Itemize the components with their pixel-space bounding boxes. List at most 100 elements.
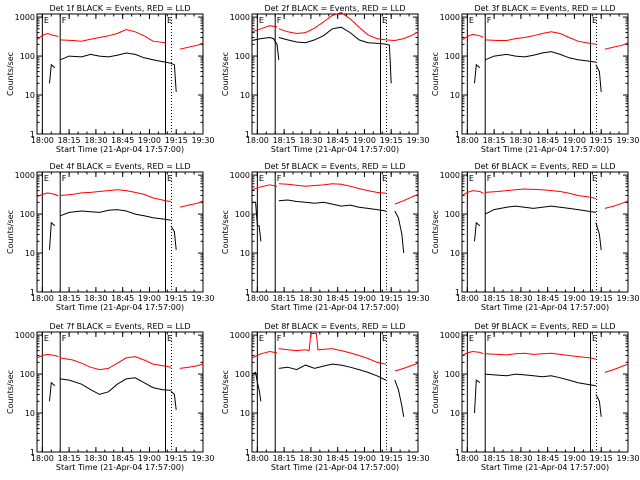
marker-label-e: E xyxy=(167,16,172,25)
x-tick-label: 19:00 xyxy=(138,454,161,463)
x-tick-label: 18:30 xyxy=(509,454,532,463)
marker-label-e: E xyxy=(167,174,172,183)
events-series-segment xyxy=(484,205,596,215)
chart-title: Det 8f BLACK = Events, RED = LLD xyxy=(264,322,405,331)
y-tick-label: 100 xyxy=(20,210,35,219)
marker-label-e: E xyxy=(469,174,474,183)
x-tick-label: 18:45 xyxy=(536,454,559,463)
y-axis-label: Counts/sec xyxy=(6,52,15,96)
plot-frame xyxy=(251,331,419,453)
lld-series-segment xyxy=(394,362,419,372)
events-series-segment xyxy=(474,221,481,242)
events-series-segment xyxy=(170,390,177,410)
y-tick-label: 1000 xyxy=(15,171,35,180)
plot-frame xyxy=(461,331,629,453)
lld-series-segment xyxy=(461,350,484,356)
events-series-segment xyxy=(49,381,56,402)
events-series-segment xyxy=(595,222,602,250)
lld-series-segment xyxy=(461,33,484,41)
y-tick-label: 100 xyxy=(445,370,460,379)
y-axis-label: Counts/sec xyxy=(431,370,440,414)
x-tick-label: 18:00 xyxy=(456,454,479,463)
x-tick-label: 18:30 xyxy=(299,454,322,463)
x-tick-label: 18:15 xyxy=(58,454,81,463)
marker-label-e: E xyxy=(259,174,264,183)
marker-label-f: F xyxy=(277,174,282,183)
plot-frame xyxy=(251,171,419,293)
plot-frame xyxy=(36,13,204,135)
plot-frame xyxy=(461,13,629,135)
x-tick-label: 18:15 xyxy=(483,294,506,303)
x-tick-label: 19:30 xyxy=(406,136,429,145)
y-tick-label: 1 xyxy=(455,130,460,139)
y-tick-label: 100 xyxy=(235,210,250,219)
lld-series-segment xyxy=(485,352,597,360)
y-axis-label: Counts/sec xyxy=(6,210,15,254)
events-series-segment xyxy=(595,394,602,417)
lld-series-segment xyxy=(179,200,204,208)
x-axis-label: Start Time (21-Apr-04 17:57:00) xyxy=(271,463,399,472)
x-tick-label: 18:45 xyxy=(326,136,349,145)
marker-label-f: F xyxy=(487,16,492,25)
x-tick-label: 18:15 xyxy=(483,454,506,463)
x-axis-label: Start Time (21-Apr-04 17:57:00) xyxy=(271,303,399,312)
plot-frame xyxy=(36,331,204,453)
lld-series-segment xyxy=(60,28,166,44)
marker-label-e: E xyxy=(259,16,264,25)
x-tick-label: 18:30 xyxy=(299,136,322,145)
x-tick-label: 19:30 xyxy=(191,294,214,303)
events-series-segment xyxy=(485,373,596,387)
chart-title: Det 2f BLACK = Events, RED = LLD xyxy=(264,4,405,13)
chart-panel-4: Det 4f BLACK = Events, RED = LLD 1 10 100 10… xyxy=(6,162,215,312)
x-tick-label: 19:15 xyxy=(165,294,188,303)
x-tick-label: 19:00 xyxy=(138,294,161,303)
x-tick-label: 19:15 xyxy=(165,454,188,463)
x-tick-label: 19:30 xyxy=(191,136,214,145)
lld-series-segment xyxy=(278,333,386,365)
x-tick-label: 18:15 xyxy=(273,294,296,303)
events-series-segment xyxy=(380,43,392,84)
marker-label-e: E xyxy=(592,174,597,183)
plot-frame xyxy=(36,171,204,293)
marker-label-e: E xyxy=(382,174,387,183)
y-tick-label: 1000 xyxy=(15,13,35,22)
x-tick-label: 19:15 xyxy=(165,136,188,145)
lld-series-segment xyxy=(485,31,596,45)
lld-series-segment xyxy=(36,353,59,359)
y-tick-label: 10 xyxy=(450,91,460,100)
x-tick-label: 19:00 xyxy=(353,454,376,463)
events-series-segment xyxy=(170,225,177,250)
x-tick-label: 19:30 xyxy=(406,294,429,303)
chart-panel-1: Det 1f BLACK = Events, RED = LLD 1 10 100 10… xyxy=(6,4,215,154)
x-tick-label: 19:15 xyxy=(590,454,613,463)
x-tick-label: 19:00 xyxy=(353,294,376,303)
lld-series-segment xyxy=(60,356,171,371)
events-series-segment xyxy=(251,36,280,60)
events-series-segment xyxy=(165,61,177,92)
marker-label-e: E xyxy=(469,334,474,343)
events-series-segment xyxy=(394,210,405,254)
events-series-segment xyxy=(60,52,166,63)
y-tick-label: 10 xyxy=(240,91,250,100)
lld-series-segment xyxy=(604,42,629,50)
marker-label-e: E xyxy=(167,334,172,343)
marker-label-e: E xyxy=(44,334,49,343)
lld-series-segment xyxy=(278,183,386,194)
x-tick-label: 19:30 xyxy=(616,136,639,145)
x-tick-label: 19:15 xyxy=(380,454,403,463)
events-series-segment xyxy=(49,63,56,84)
x-tick-label: 19:30 xyxy=(616,454,639,463)
y-tick-label: 10 xyxy=(25,249,35,258)
chart-panel-7: Det 7f BLACK = Events, RED = LLD 1 10 100 10… xyxy=(6,322,215,472)
x-tick-label: 19:15 xyxy=(380,136,403,145)
events-series-segment xyxy=(595,64,602,92)
plot-frame xyxy=(461,171,629,293)
x-tick-label: 18:00 xyxy=(246,136,269,145)
x-tick-label: 18:00 xyxy=(456,294,479,303)
x-axis-label: Start Time (21-Apr-04 17:57:00) xyxy=(56,303,184,312)
chart-title: Det 4f BLACK = Events, RED = LLD xyxy=(49,162,190,171)
lld-series-segment xyxy=(461,190,484,196)
x-tick-label: 18:45 xyxy=(536,294,559,303)
events-series-segment xyxy=(485,51,596,63)
